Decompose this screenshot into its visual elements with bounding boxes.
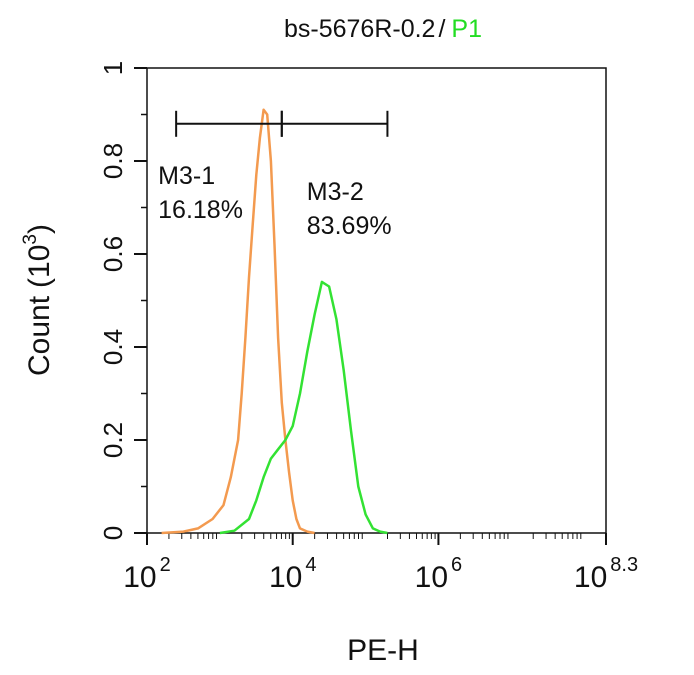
y-tick-label: 0.2 <box>98 422 128 458</box>
y-tick-label: 0.4 <box>98 329 128 365</box>
y-axis-label-unit: (10 <box>23 245 56 288</box>
gate-layer: M3-1 16.18% M3-2 83.69% <box>158 110 392 240</box>
y-tick-label: 0 <box>98 526 128 540</box>
y-axis: 0 0.2 0.4 0.6 0.8 1 <box>98 61 147 540</box>
chart-title-prefix: bs-5676R-0.2 <box>284 15 435 43</box>
x-tick-label: 10 2 <box>123 554 171 594</box>
series-line-sample <box>219 280 388 535</box>
x-tick-label: 10 6 <box>415 554 463 594</box>
x-axis-label: PE-H <box>347 634 419 667</box>
x-axis: 10 2 10 4 10 6 10 8.3 <box>123 533 638 594</box>
y-axis-label: Count (103) <box>20 224 56 376</box>
gate-percent: 83.69% <box>307 212 392 240</box>
x-tick-label: 10 8.3 <box>574 554 638 594</box>
y-axis-label-close: ) <box>23 224 56 234</box>
chart-title-suffix: P1 <box>451 15 482 43</box>
gate-percent: 16.18% <box>158 196 243 224</box>
y-tick-label: 0.8 <box>98 143 128 179</box>
plot-frame <box>146 67 607 534</box>
y-tick-label: 1 <box>98 61 128 75</box>
y-axis-label-text: Count <box>23 295 56 376</box>
gate-label: M3-1 <box>158 162 215 190</box>
x-tick-label: 10 4 <box>269 554 317 594</box>
chart-title: bs-5676R-0.2/P1 <box>284 15 482 43</box>
y-tick-label: 0.6 <box>98 236 128 272</box>
chart-title-separator: / <box>438 15 445 43</box>
gate-label: M3-2 <box>307 178 364 206</box>
y-axis-label-exp: 3 <box>20 234 41 245</box>
